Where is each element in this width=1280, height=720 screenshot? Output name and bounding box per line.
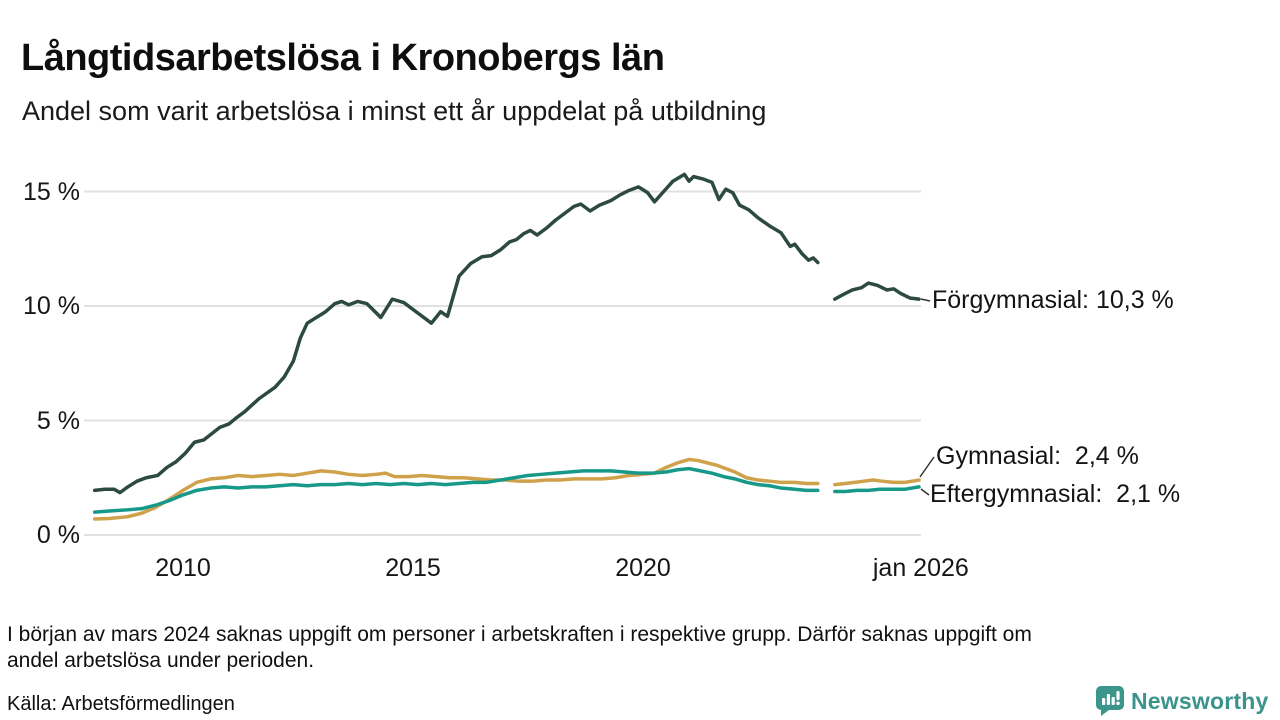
series-label-gymnasial: Gymnasial: 2,4 % (936, 442, 1139, 470)
source-label: Källa: Arbetsförmedlingen (7, 693, 235, 715)
x-tick-label: 2020 (615, 554, 671, 582)
footnote-line1: I början av mars 2024 saknas uppgift om … (7, 623, 1032, 646)
y-tick-label: 15 % (23, 177, 80, 206)
newsworthy-logo[interactable]: Newsworthy (1096, 686, 1268, 716)
y-tick-label: 0 % (36, 521, 80, 549)
x-tick-label: 2015 (385, 554, 441, 582)
series-label-eftergymnasial: Eftergymnasial: 2,1 % (930, 480, 1181, 508)
chart-subtitle: Andel som varit arbetslösa i minst ett å… (22, 96, 767, 126)
x-tick-label: jan 2026 (872, 554, 969, 582)
x-tick-label: 2010 (155, 554, 211, 582)
newsworthy-icon (1096, 686, 1124, 716)
y-tick-label: 10 % (23, 292, 80, 320)
series-label-forgymnasial: Förgymnasial: 10,3 % (932, 286, 1174, 314)
y-tick-label: 5 % (36, 406, 80, 435)
footnote-line2: andel arbetslösa under perioden. (7, 649, 315, 672)
newsworthy-wordmark: Newsworthy (1131, 687, 1269, 714)
page-title: Långtidsarbetslösa i Kronobergs län (21, 37, 665, 80)
